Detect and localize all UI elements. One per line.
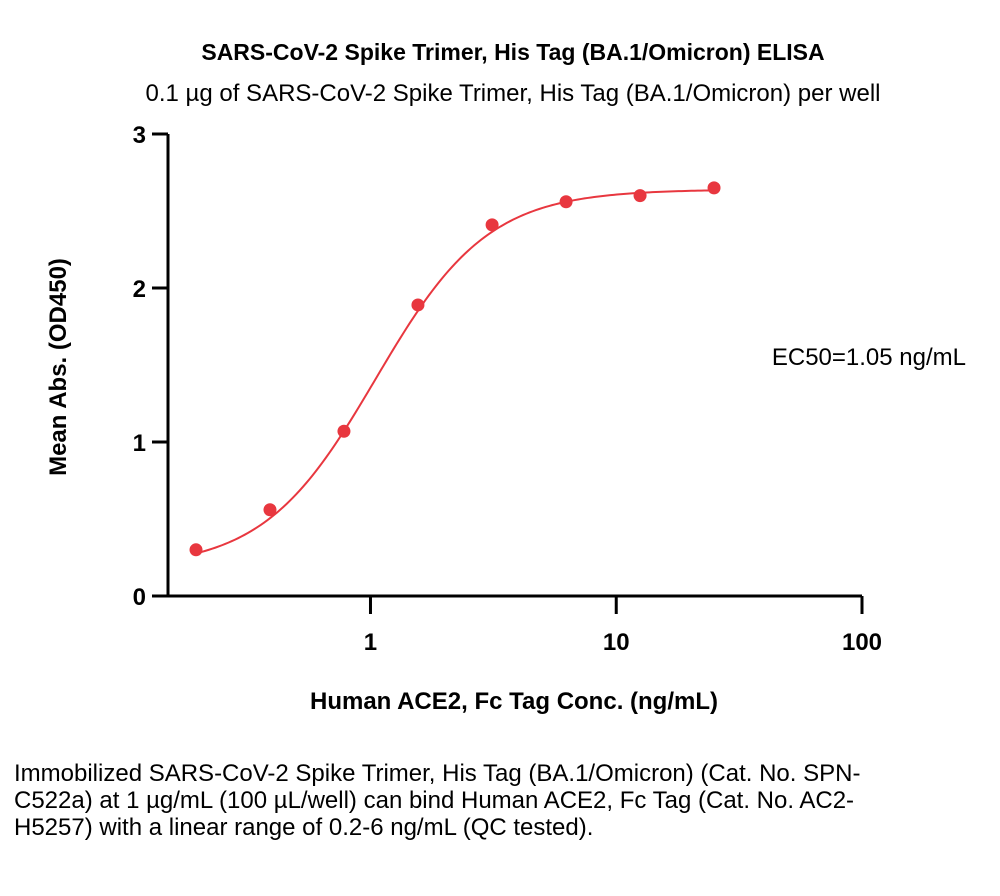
- data-point: [485, 218, 499, 232]
- fit-curve-group: [195, 189, 715, 555]
- data-points: [189, 181, 721, 557]
- data-point: [559, 195, 573, 209]
- y-tick-label: 3: [133, 122, 146, 149]
- elisa-chart: SARS-CoV-2 Spike Trimer, His Tag (BA.1/O…: [45, 39, 966, 715]
- y-tick-label: 2: [133, 276, 146, 303]
- x-tick-label: 1: [364, 629, 377, 656]
- x-tick-label: 10: [603, 629, 630, 656]
- x-tick-label: 100: [842, 629, 882, 656]
- y-axis-label: Mean Abs. (OD450): [45, 258, 72, 476]
- data-point: [411, 298, 425, 312]
- chart-title: SARS-CoV-2 Spike Trimer, His Tag (BA.1/O…: [201, 39, 824, 65]
- fit-curve: [195, 189, 715, 555]
- y-tick-label: 0: [133, 584, 146, 611]
- data-point: [337, 424, 351, 438]
- ec50-annotation: EC50=1.05 ng/mL: [772, 344, 966, 371]
- y-tick-label: 1: [133, 430, 146, 457]
- figure-caption: Immobilized SARS-CoV-2 Spike Trimer, His…: [14, 760, 861, 841]
- chart-subtitle: 0.1 µg of SARS-CoV-2 Spike Trimer, His T…: [146, 80, 881, 107]
- data-point: [263, 503, 277, 517]
- x-axis-label: Human ACE2, Fc Tag Conc. (ng/mL): [310, 688, 718, 715]
- axes: 0 1 2 3 1 10 100: [133, 122, 882, 656]
- data-point: [189, 543, 203, 557]
- data-point: [633, 189, 647, 203]
- data-point: [707, 181, 721, 195]
